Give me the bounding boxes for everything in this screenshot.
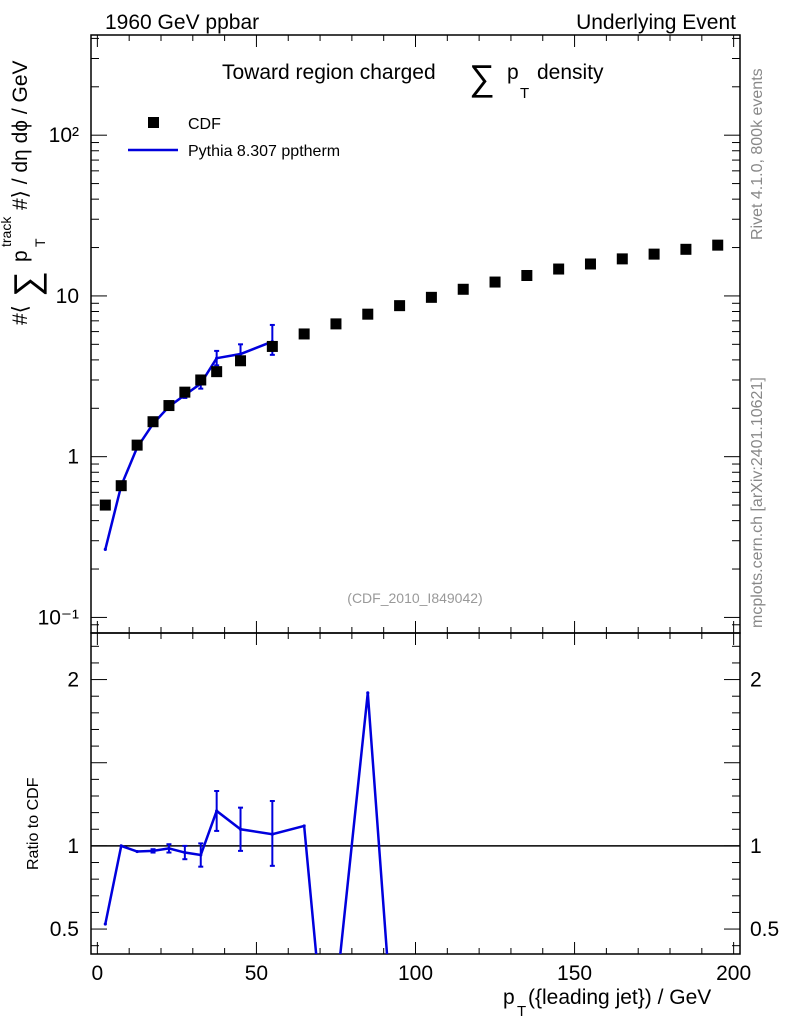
pythia-point	[238, 352, 243, 356]
main-axis-ticks	[91, 35, 740, 634]
mcplots-label: mcplots.cern.ch [arXiv:2401.10621]	[749, 377, 766, 628]
xlabel-p: p	[503, 986, 515, 1009]
cdf-marker	[648, 248, 660, 260]
legend: CDF Pythia 8.307 pptherm	[128, 116, 340, 160]
ratio-y-axis-label: Ratio to CDF	[25, 777, 42, 870]
ylabel-part-post: #⟩ / dη dϕ / GeV	[9, 60, 32, 210]
cdf-marker	[147, 416, 159, 428]
ylabel-subscript: T	[32, 238, 48, 247]
cdf-marker	[712, 239, 724, 251]
ratio-ytick-label-left: 0.5	[50, 918, 79, 941]
legend-marker-cdf	[148, 117, 159, 128]
cdf-marker	[616, 253, 628, 265]
xtick-label: 50	[245, 962, 268, 985]
header-right: Underlying Event	[576, 11, 736, 34]
ratio-series-layer	[91, 691, 740, 954]
cdf-marker	[680, 243, 692, 255]
ratio-pythia-point	[302, 824, 306, 828]
cdf-marker	[362, 308, 374, 320]
cdf-marker	[521, 269, 533, 281]
main-ytick-label: 10⁻¹	[38, 606, 79, 629]
cdf-marker	[195, 374, 207, 386]
ratio-pythia-point	[215, 809, 219, 813]
cdf-marker	[115, 480, 127, 492]
pythia-point	[103, 547, 107, 551]
header-left: 1960 GeV ppbar	[105, 11, 259, 34]
xlabel-rest: ({leading jet}) / GeV	[528, 986, 711, 1009]
cdf-marker	[163, 400, 175, 412]
ratio-pythia-point	[103, 922, 107, 926]
cdf-marker	[457, 283, 469, 295]
ratio-pythia-point	[119, 844, 123, 848]
ratio-pythia-point	[183, 850, 187, 855]
ratio-ytick-label-left: 2	[67, 669, 79, 692]
cdf-marker	[235, 355, 247, 367]
ylabel-sum-symbol: ∑	[6, 271, 47, 297]
main-series-layer	[99, 239, 724, 551]
main-y-tick-labels: 10⁻¹ 1 10 10²	[38, 124, 79, 629]
title-text: Toward region charged	[222, 61, 436, 84]
main-plot-title: Toward region charged ∑ p T density	[222, 57, 604, 102]
ratio-pythia-line	[104, 692, 389, 954]
cdf-marker	[489, 276, 501, 288]
main-ytick-label: 10	[56, 285, 79, 308]
legend-label-cdf: CDF	[188, 116, 221, 133]
ratio-pythia-point	[199, 853, 203, 857]
xlabel-subscript: T	[517, 1003, 526, 1020]
ratio-ytick-label-right: 2	[750, 669, 762, 692]
xtick-label: 200	[716, 962, 751, 985]
xtick-label: 0	[92, 962, 104, 985]
cdf-marker	[394, 300, 406, 312]
title-tail: density	[537, 61, 604, 84]
ratio-ytick-label-right: 1	[750, 835, 762, 858]
title-sum-symbol: ∑	[469, 57, 495, 98]
ratio-pythia-point	[167, 846, 171, 850]
ratio-pythia-point	[151, 849, 155, 853]
pythia-line	[104, 340, 273, 550]
xtick-label: 100	[398, 962, 433, 985]
title-p: p	[507, 61, 519, 84]
ratio-pythia-point	[366, 691, 370, 695]
ratio-ytick-label-left: 1	[67, 835, 79, 858]
title-subscript: T	[520, 85, 529, 102]
legend-label-pythia: Pythia 8.307 pptherm	[188, 143, 340, 160]
xtick-label: 150	[557, 962, 592, 985]
ylabel-p: p	[9, 250, 32, 262]
cdf-marker	[425, 291, 437, 303]
ratio-plot-frame	[90, 632, 741, 955]
main-ytick-label: 1	[67, 446, 79, 469]
ratio-y-tick-labels: 0.5 0.5 1 1 2 2	[50, 669, 779, 941]
rivet-version-label: Rivet 4.1.0, 800k events	[749, 68, 766, 240]
cdf-marker	[553, 263, 565, 275]
cdf-marker	[99, 499, 111, 511]
ratio-pythia-point	[238, 827, 243, 831]
ratio-axis-ticks	[91, 633, 740, 954]
cdf-marker	[211, 366, 223, 378]
x-tick-labels: 0 50 100 150 200	[92, 962, 752, 985]
cdf-marker	[266, 340, 278, 352]
x-axis-label: p T ({leading jet}) / GeV	[503, 986, 711, 1020]
cdf-marker	[584, 258, 596, 270]
ratio-pythia-point	[135, 849, 139, 854]
ratio-pythia-point	[270, 832, 274, 836]
main-ytick-label: 10²	[49, 124, 79, 147]
main-y-axis-label: #⟨ ∑ p track T #⟩ / dη dϕ / GeV	[0, 60, 48, 325]
analysis-watermark: (CDF_2010_I849042)	[347, 590, 482, 606]
ylabel-part-pre: #⟨	[9, 305, 32, 325]
pythia-point	[215, 356, 219, 360]
cdf-marker	[298, 328, 310, 340]
cdf-marker	[131, 439, 143, 451]
cdf-marker	[179, 386, 191, 398]
ratio-ytick-label-right: 0.5	[750, 918, 779, 941]
cdf-marker	[330, 318, 342, 330]
ylabel-superscript: track	[0, 216, 14, 247]
